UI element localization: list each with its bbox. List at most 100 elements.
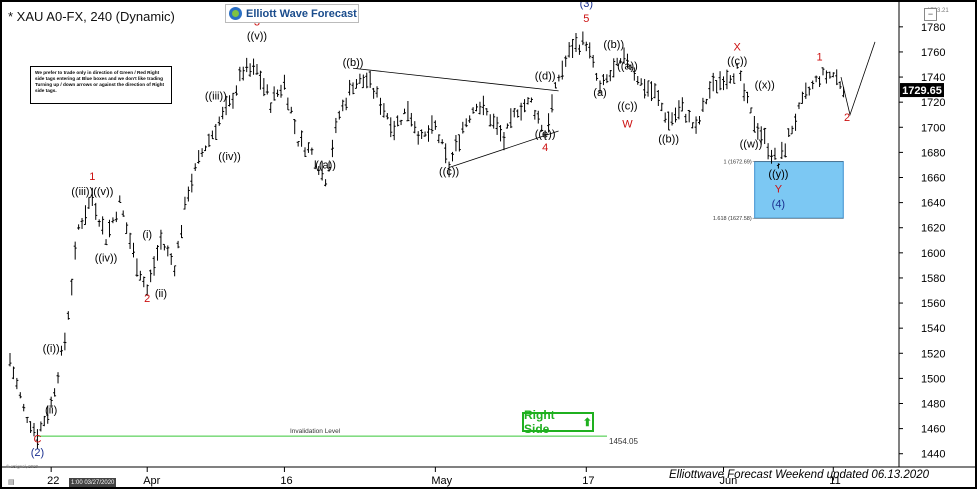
- ohlc-bar: [451, 151, 455, 162]
- ohlc-bar: [756, 123, 760, 140]
- price-tick-label: 1760: [921, 47, 945, 59]
- wave-label: ((c)): [727, 56, 747, 68]
- wave-label: W: [622, 118, 633, 130]
- current-price-marker: [900, 83, 944, 98]
- ohlc-bar: [399, 119, 403, 126]
- ohlc-bar: [183, 196, 187, 210]
- price-tick-label: 1460: [921, 424, 945, 436]
- ohlc-bar: [601, 74, 605, 86]
- ohlc-bar: [131, 242, 135, 258]
- ohlc-bar: [77, 224, 81, 230]
- wave-label: (ii): [155, 288, 167, 300]
- ohlc-bar: [643, 78, 647, 99]
- ohlc-bar: [492, 113, 496, 129]
- ohlc-bar: [152, 256, 156, 276]
- wave-label: 5: [583, 13, 589, 25]
- ohlc-bar: [413, 121, 417, 134]
- ohlc-bar: [728, 75, 732, 84]
- ohlc-bar: [694, 116, 698, 134]
- ohlc-bar: [121, 210, 125, 217]
- ohlc-bar: [228, 95, 232, 107]
- ohlc-bar: [550, 94, 554, 113]
- top-price-readout: 1793.21: [927, 8, 949, 14]
- wave-label: (a): [593, 87, 606, 99]
- ohlc-bar: [529, 97, 533, 103]
- ohlc-bar: [670, 112, 674, 126]
- ohlc-bar: [200, 148, 204, 157]
- ohlc-bar: [516, 109, 520, 118]
- ohlc-bar: [732, 73, 736, 84]
- ohlc-bar: [708, 81, 712, 99]
- wave-label: (3): [580, 2, 593, 10]
- ohlc-bar: [821, 67, 825, 76]
- ohlc-bar: [104, 239, 108, 246]
- ohlc-bar: [125, 222, 129, 235]
- ohlc-bar: [584, 41, 588, 52]
- time-tick-label: 11: [829, 475, 840, 487]
- ohlc-bar: [351, 82, 355, 95]
- ohlc-bar: [70, 278, 74, 296]
- wave-label: 2: [144, 293, 150, 305]
- ohlc-bar: [354, 79, 358, 89]
- ohlc-bar: [468, 115, 472, 123]
- wave-label: Y: [775, 184, 783, 196]
- ohlc-bar: [691, 122, 695, 129]
- fib-level-label: 1 (1672.69): [724, 160, 752, 166]
- wave-label: 1: [816, 52, 822, 64]
- wave-label: X: [734, 42, 742, 54]
- date-cursor-label: 1:00 03/27/2020: [69, 478, 117, 487]
- ohlc-bar: [245, 57, 249, 73]
- ohlc-bar: [348, 79, 352, 96]
- ohlc-bar: [97, 219, 101, 227]
- ohlc-bar: [262, 78, 266, 97]
- ohlc-bar: [59, 345, 63, 356]
- ohlc-bar: [293, 118, 297, 135]
- ohlc-bar: [526, 97, 530, 105]
- ohlc-bar: [794, 113, 798, 131]
- ohlc-bar: [684, 113, 688, 123]
- ohlc-bar: [656, 90, 660, 106]
- time-tick-label: 16: [280, 475, 292, 487]
- ohlc-bar: [73, 241, 77, 260]
- ohlc-bar: [625, 53, 629, 69]
- ohlc-bar: [461, 121, 465, 134]
- ohlc-bar: [608, 70, 612, 82]
- ruler-icon[interactable]: ▤: [8, 479, 15, 486]
- ohlc-bar: [828, 71, 832, 79]
- wave-label: ((iii))((v)): [71, 186, 113, 198]
- ohlc-bar: [162, 243, 166, 251]
- ohlc-bar: [83, 205, 87, 226]
- ohlc-bar: [166, 245, 170, 257]
- ohlc-bar: [32, 422, 36, 437]
- ohlc-bar: [135, 258, 139, 277]
- ohlc-bar: [804, 82, 808, 99]
- time-tick-label: 22: [47, 475, 59, 487]
- ohlc-bar: [588, 42, 592, 59]
- ohlc-bar: [406, 100, 410, 122]
- ohlc-bar: [207, 133, 211, 148]
- ohlc-bar: [35, 429, 39, 449]
- ohlc-bar: [197, 150, 201, 164]
- ohlc-bar: [402, 108, 406, 115]
- wave-label: (4): [772, 199, 785, 211]
- chart-title: * XAU A0-FX, 240 (Dynamic): [8, 9, 175, 24]
- ohlc-bar: [499, 125, 503, 142]
- ohlc-bar: [502, 132, 506, 151]
- ohlc-bar: [378, 97, 382, 115]
- ohlc-bar: [636, 76, 640, 85]
- ohlc-bar: [478, 101, 482, 115]
- ohlc-bar: [66, 311, 70, 320]
- ohlc-bar: [248, 63, 252, 77]
- ohlc-bar: [128, 232, 132, 249]
- price-tick-label: 1580: [921, 273, 945, 285]
- ohlc-bar: [217, 116, 221, 126]
- wave-label: ((c)): [439, 166, 459, 178]
- wave-label: C: [33, 433, 41, 445]
- ohlc-bar: [392, 120, 396, 141]
- wave-label: ((c)): [617, 101, 637, 113]
- ohlc-bar: [204, 145, 208, 152]
- scale-toggle-button[interactable]: −: [924, 8, 937, 21]
- ohlc-bar: [485, 108, 489, 116]
- ohlc-bar: [365, 72, 369, 89]
